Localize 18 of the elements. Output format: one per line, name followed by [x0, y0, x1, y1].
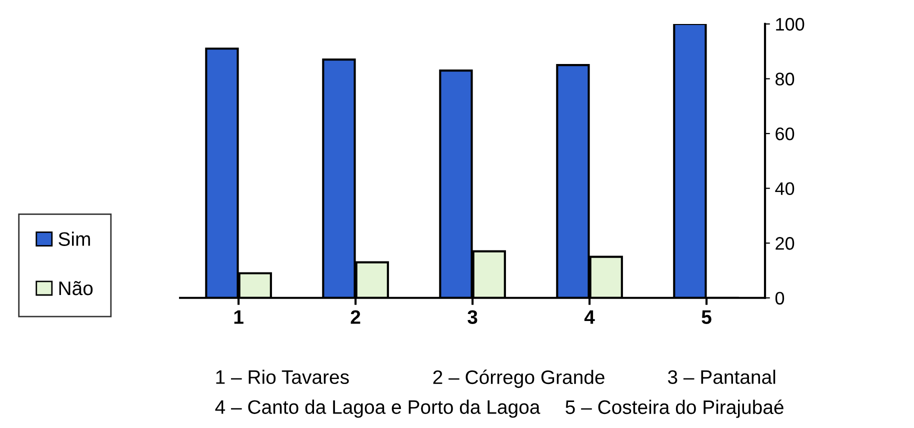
text: 3 – Pantanal: [668, 370, 776, 384]
x-tick-label: 4: [584, 310, 595, 324]
text: 5 – Costeira do Pirajubaé: [566, 400, 784, 418]
legend-label: Não: [59, 281, 93, 296]
text: 4 – Canto da Lagoa e Porto da Lagoa: [215, 400, 540, 418]
y-tick-label: 80: [776, 72, 794, 86]
y-tick-label: 100: [776, 18, 804, 31]
x-tick-label: 1: [234, 310, 244, 324]
y-tick-label: 20: [776, 237, 794, 250]
text: 2 – Córrego Grande: [433, 370, 604, 388]
y-tick-label: 0: [775, 292, 784, 305]
y-tick-label: 40: [775, 182, 794, 196]
x-tick-label: 2: [350, 310, 360, 324]
y-tick-label: 60: [776, 127, 794, 140]
x-tick-label: 3: [468, 310, 478, 324]
text: 1 – Rio Tavares: [216, 370, 349, 384]
legend-label: Sim: [58, 232, 90, 246]
x-tick-label: 5: [702, 310, 712, 324]
